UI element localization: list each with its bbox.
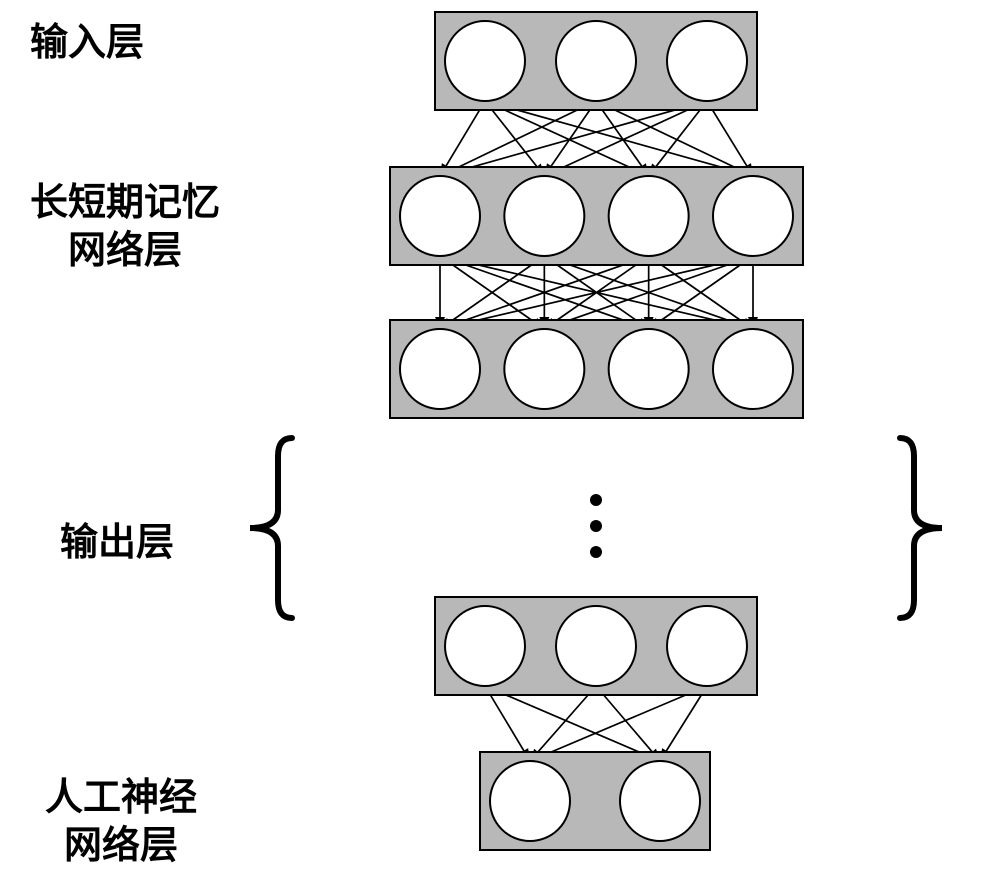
neuron-node: [400, 329, 480, 409]
edge: [485, 686, 660, 761]
edge: [485, 101, 544, 176]
layer-L4_ann: [480, 752, 710, 850]
right-brace: [900, 438, 942, 618]
ellipsis-dots: [590, 494, 602, 558]
edge: [530, 686, 707, 761]
edge: [435, 256, 445, 329]
neuron-node: [556, 21, 636, 101]
label-lstm-layer: 长短期记忆 网络层: [30, 180, 220, 275]
neuron-node: [713, 176, 793, 256]
edge: [649, 101, 707, 176]
edge: [660, 686, 707, 761]
neuron-node: [400, 176, 480, 256]
edge: [596, 686, 660, 761]
neuron-node: [445, 21, 525, 101]
neuron-node: [667, 21, 747, 101]
label-ann-layer: 人工神经 网络层: [45, 775, 197, 870]
edge: [485, 686, 530, 761]
layer-L0_input: [435, 12, 757, 110]
neuron-node: [490, 761, 570, 841]
neuron-node: [556, 606, 636, 686]
nn-architecture-diagram: 输入层 长短期记忆 网络层 输出层 人工神经 网络层: [0, 0, 1000, 887]
diagram-svg: [0, 0, 1000, 887]
edge: [748, 256, 758, 329]
neuron-node: [504, 329, 584, 409]
neuron-node: [609, 329, 689, 409]
neuron-node: [445, 606, 525, 686]
layer-L2_lstm2: [390, 320, 803, 418]
neuron-node: [620, 761, 700, 841]
neuron-node: [609, 176, 689, 256]
edge: [530, 686, 596, 761]
label-input-layer: 输入层: [30, 20, 144, 68]
layer-L3_hidden: [435, 597, 757, 695]
label-output-layer: 输出层: [60, 520, 174, 568]
neuron-node: [667, 606, 747, 686]
neuron-node: [504, 176, 584, 256]
neuron-node: [713, 329, 793, 409]
left-brace: [250, 438, 292, 618]
layer-L1_lstm1: [390, 167, 803, 265]
